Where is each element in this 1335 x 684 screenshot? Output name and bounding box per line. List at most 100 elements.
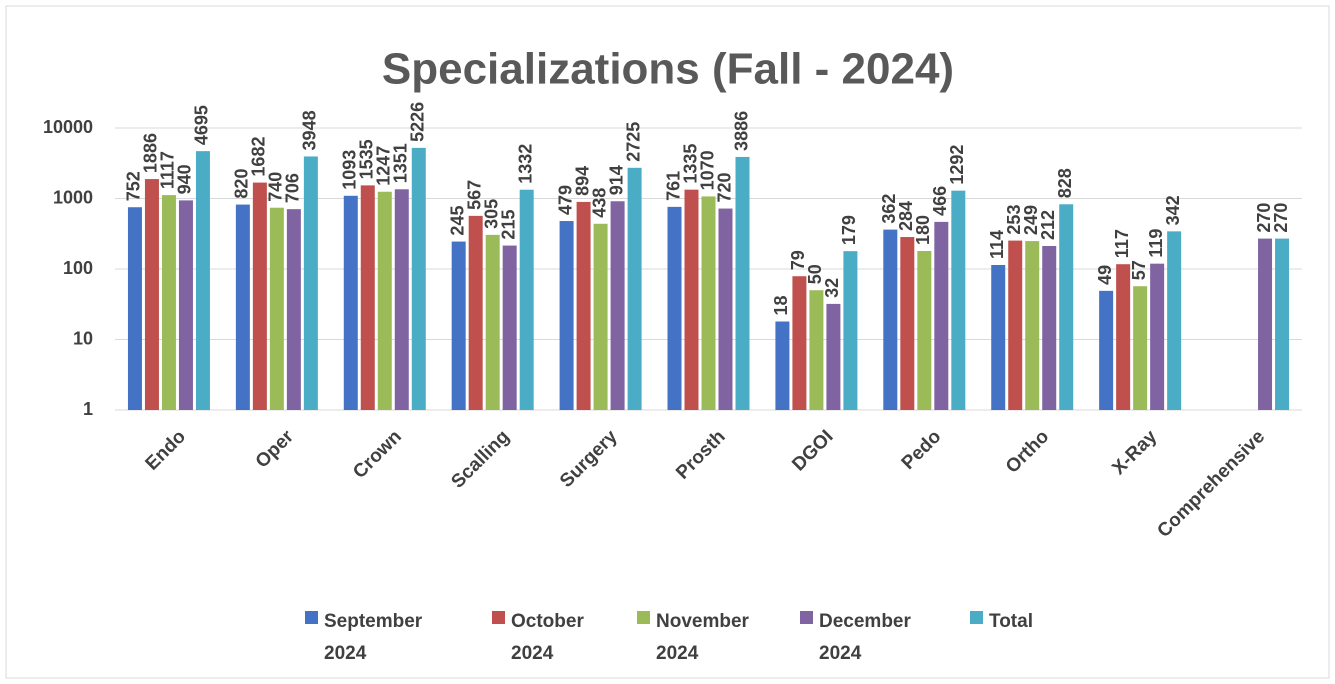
data-label: 706 <box>283 173 303 203</box>
y-tick-label: 1 <box>83 399 93 419</box>
bar <box>468 215 483 410</box>
bar <box>792 276 807 410</box>
data-label: 1886 <box>141 133 161 173</box>
data-label: 49 <box>1095 265 1115 285</box>
data-label: 1351 <box>391 143 411 183</box>
bar <box>627 167 642 410</box>
data-label: 245 <box>447 206 467 236</box>
bar <box>667 206 682 410</box>
data-label: 1247 <box>374 146 394 186</box>
data-label: 18 <box>771 295 791 315</box>
legend-swatch <box>637 611 650 624</box>
data-label: 466 <box>930 186 950 216</box>
bar <box>519 189 534 410</box>
legend-swatch <box>970 611 983 624</box>
bar <box>1275 238 1290 410</box>
data-label: 270 <box>1271 203 1291 233</box>
bar <box>1167 231 1182 410</box>
bar <box>900 237 915 410</box>
data-label: 114 <box>987 230 1007 259</box>
bar <box>917 251 932 410</box>
data-label: 3948 <box>300 110 320 150</box>
bar <box>735 156 750 410</box>
bar <box>235 204 250 410</box>
legend-item: December 2024 <box>800 606 937 670</box>
data-label: 270 <box>1254 203 1274 233</box>
data-label: 567 <box>464 180 484 210</box>
data-label: 438 <box>589 188 609 218</box>
bar <box>1059 204 1074 410</box>
legend-item: November 2024 <box>637 606 774 670</box>
bar <box>286 209 301 410</box>
data-label: 180 <box>913 215 933 245</box>
legend-label: September 2024 <box>324 611 423 664</box>
bar <box>303 156 318 410</box>
bar <box>502 245 517 410</box>
bar <box>610 201 625 410</box>
bar <box>1042 245 1057 410</box>
data-label: 914 <box>606 165 626 195</box>
data-label: 1117 <box>158 151 178 189</box>
bar <box>559 221 574 410</box>
data-label: 57 <box>1129 260 1149 280</box>
bar <box>1099 290 1114 410</box>
data-label: 1070 <box>697 150 717 190</box>
data-label: 1093 <box>340 150 360 190</box>
data-label: 761 <box>663 171 683 201</box>
bar <box>1116 264 1131 410</box>
legend-swatch <box>492 611 505 624</box>
bar <box>269 207 284 410</box>
data-label: 479 <box>555 185 575 215</box>
bar <box>843 251 858 410</box>
bar <box>1258 238 1273 410</box>
bar <box>178 200 193 410</box>
data-label: 828 <box>1055 168 1075 198</box>
data-label: 1332 <box>515 144 535 184</box>
bar <box>809 290 824 410</box>
data-label: 2725 <box>623 122 643 162</box>
legend-swatch <box>800 611 813 624</box>
bar <box>826 303 841 410</box>
data-label: 305 <box>481 199 501 229</box>
data-label: 215 <box>498 210 518 240</box>
bar <box>883 229 898 410</box>
data-label: 253 <box>1004 205 1024 235</box>
bar <box>576 201 591 410</box>
bar <box>775 321 790 410</box>
data-label: 284 <box>896 201 916 231</box>
bar <box>343 195 358 410</box>
data-label: 720 <box>714 173 734 203</box>
legend-item: September 2024 <box>305 606 442 670</box>
bar <box>161 195 176 410</box>
data-label: 1535 <box>357 139 377 179</box>
y-tick-label: 10000 <box>43 117 93 137</box>
data-label: 32 <box>822 278 842 298</box>
legend-swatch <box>305 611 318 624</box>
bar <box>144 179 159 410</box>
data-label: 212 <box>1038 210 1058 240</box>
bar <box>991 264 1006 410</box>
data-label: 1292 <box>947 145 967 185</box>
bar <box>1008 240 1023 410</box>
data-label: 894 <box>572 166 592 196</box>
data-label: 740 <box>266 172 286 202</box>
bar <box>394 189 409 410</box>
data-label: 79 <box>788 250 808 270</box>
bar <box>593 223 608 410</box>
bar <box>252 182 267 410</box>
bar <box>195 151 210 410</box>
bar <box>451 241 466 410</box>
data-label: 362 <box>879 194 899 224</box>
data-label: 1682 <box>249 137 269 177</box>
data-label: 940 <box>175 164 195 194</box>
data-label: 179 <box>839 215 859 245</box>
bar <box>934 221 949 410</box>
legend-item: October 2024 <box>492 606 629 670</box>
data-label: 1335 <box>680 144 700 184</box>
legend-label: December 2024 <box>819 611 911 664</box>
y-tick-label: 1000 <box>53 187 93 207</box>
bar <box>360 185 375 410</box>
bar <box>485 234 500 410</box>
